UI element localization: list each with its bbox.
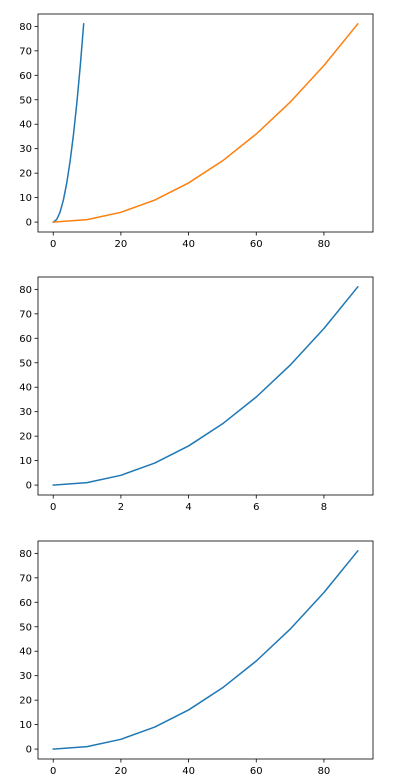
y-tick-label: 80 [19,549,32,560]
chart-1: 0 20 40 60 80 0 10 20 30 40 50 60 70 80 [19,13,374,250]
y-tick-label: 10 [19,720,32,731]
y-tick-label: 10 [19,193,32,204]
y-tick-label: 0 [26,745,32,756]
x-tick-label: 0 [50,766,56,777]
axes-frame [37,540,374,760]
x-tick-label: 6 [253,502,259,513]
series-line-1 [52,549,359,750]
x-tick-label: 2 [118,502,124,513]
y-tick-label: 0 [26,481,32,492]
y-tick-label: 20 [19,432,32,443]
x-tick-label: 0 [50,239,56,250]
x-tick-label: 80 [318,766,331,777]
x-tick-label: 20 [115,766,128,777]
x-tick-label: 80 [318,239,331,250]
x-tick-label: 4 [185,502,191,513]
y-tick-label: 60 [19,334,32,345]
x-tick-label: 40 [182,239,195,250]
y-tick-label: 30 [19,407,32,418]
y-tick-label: 0 [26,218,32,229]
y-tick-label: 70 [19,573,32,584]
x-tick-label: 8 [321,502,327,513]
series-line-2 [52,22,359,223]
y-tick-label: 10 [19,456,32,467]
series-line-1 [52,23,85,224]
y-tick-label: 40 [19,647,32,658]
y-tick-label: 60 [19,71,32,82]
series-line-1 [52,285,359,486]
y-tick-label: 30 [19,671,32,682]
axes-frame [37,13,374,233]
x-tick-label: 60 [250,239,263,250]
y-tick-label: 20 [19,696,32,707]
y-tick-label: 50 [19,95,32,106]
y-tick-label: 70 [19,309,32,320]
x-tick-label: 60 [250,766,263,777]
x-tick-label: 0 [50,502,56,513]
y-tick-label: 80 [19,285,32,296]
y-tick-label: 30 [19,144,32,155]
chart-3: 0 20 40 60 80 0 10 20 30 40 50 60 70 80 [19,540,374,777]
axes-frame [37,276,374,496]
y-tick-label: 40 [19,383,32,394]
y-tick-label: 50 [19,622,32,633]
y-tick-label: 20 [19,169,32,180]
y-tick-label: 70 [19,46,32,57]
x-tick-label: 40 [182,766,195,777]
y-tick-label: 40 [19,120,32,131]
y-tick-label: 60 [19,598,32,609]
y-tick-label: 50 [19,358,32,369]
x-tick-label: 20 [115,239,128,250]
y-tick-label: 80 [19,22,32,33]
